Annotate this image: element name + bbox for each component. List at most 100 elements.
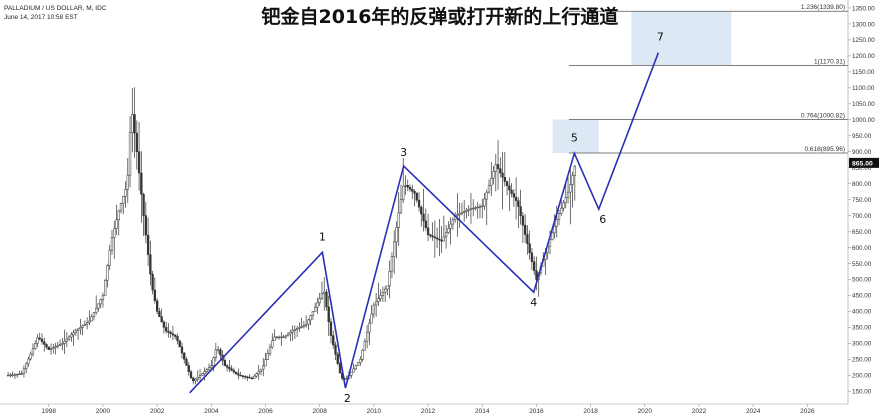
candle-body <box>510 189 513 194</box>
candle-body <box>146 234 150 255</box>
candle-body <box>569 184 572 193</box>
x-tick-label: 1998 <box>42 408 57 415</box>
candle-body <box>38 337 41 340</box>
candle-body <box>52 347 55 349</box>
candle-body <box>198 375 202 378</box>
candle-body <box>262 365 265 370</box>
candle-body <box>271 340 274 348</box>
candle-body <box>490 178 493 186</box>
candle-body <box>223 360 227 366</box>
candle-body <box>31 348 35 355</box>
candle-body <box>517 200 520 207</box>
candle-body <box>160 316 163 323</box>
candle-body <box>458 213 461 215</box>
candle-body <box>311 311 315 316</box>
candle-body <box>219 349 222 356</box>
candle-body <box>553 225 556 234</box>
y-tick-label: 350.00 <box>852 325 872 332</box>
candle-body <box>533 261 536 271</box>
candle-body <box>171 333 175 336</box>
candle-body <box>137 151 141 174</box>
candle-body <box>386 285 389 290</box>
candle-body <box>203 371 206 374</box>
x-tick-label: 2012 <box>421 408 436 415</box>
candle-body <box>426 227 430 235</box>
candle-body <box>74 330 78 333</box>
candle-body <box>115 219 118 229</box>
candle-body <box>194 378 197 382</box>
candle-body <box>81 325 84 328</box>
candle-body <box>413 190 416 194</box>
y-tick-label: 450.00 <box>852 293 872 300</box>
candle-body <box>314 306 317 312</box>
candle-body <box>47 346 50 350</box>
candle-body <box>99 299 102 305</box>
x-tick-label: 2022 <box>692 408 707 415</box>
candle-body <box>304 323 308 326</box>
candle-body <box>95 307 98 313</box>
x-tick-label: 2024 <box>746 408 761 415</box>
candle-body <box>354 365 357 370</box>
candle-body <box>228 367 231 370</box>
candle-body <box>377 298 380 303</box>
candle-body <box>43 341 46 345</box>
candle-body <box>435 237 439 240</box>
candle-body <box>196 377 199 380</box>
symbol-label: PALLADIUM / US DOLLAR, M, IDC <box>4 5 107 12</box>
candle-body <box>255 373 258 377</box>
wave-label-3: 3 <box>400 146 407 159</box>
y-tick-label: 400.00 <box>852 309 872 316</box>
candle-body <box>571 175 574 185</box>
candle-body <box>119 203 123 212</box>
candle-body <box>106 265 109 281</box>
candle-body <box>483 198 486 207</box>
candle-body <box>277 336 281 338</box>
candle-body <box>557 213 561 220</box>
candle-body <box>22 368 26 374</box>
candle-body <box>178 340 181 348</box>
candle-body <box>329 321 333 336</box>
candle-body <box>469 208 473 210</box>
candle-body <box>334 344 337 355</box>
candle-body <box>438 238 441 241</box>
candle-body <box>456 214 459 216</box>
candle-body <box>183 352 186 360</box>
candle-body <box>144 215 147 236</box>
candle-body <box>101 295 105 300</box>
candle-body <box>374 301 378 306</box>
x-tick-label: 2006 <box>258 408 273 415</box>
x-tick-label: 2016 <box>529 408 544 415</box>
candle-body <box>384 288 387 293</box>
candle-body <box>361 349 364 360</box>
candle-body <box>566 191 570 198</box>
candle-body <box>90 316 93 322</box>
candle-body <box>230 368 233 371</box>
target-zone-1 <box>552 119 599 153</box>
candle-body <box>214 349 217 358</box>
y-tick-label: 700.00 <box>852 213 872 220</box>
candle-body <box>63 340 66 344</box>
y-tick-label: 900.00 <box>852 149 872 156</box>
candle-body <box>210 365 213 368</box>
y-tick-label: 850.00 <box>852 165 872 172</box>
candle-body <box>397 212 400 228</box>
candle-body <box>167 330 170 333</box>
candle-body <box>316 302 319 308</box>
candle-body <box>237 373 240 376</box>
candle-body <box>273 336 276 341</box>
candle-body <box>133 114 136 134</box>
candle-body <box>241 375 245 377</box>
candle-body <box>408 186 412 190</box>
candle-body <box>474 207 477 209</box>
candle-body <box>291 330 294 333</box>
candle-body <box>216 349 220 351</box>
candle-body <box>275 336 278 338</box>
candle-body <box>365 331 369 342</box>
candle-body <box>295 328 299 330</box>
candle-body <box>264 359 267 367</box>
candle-body <box>246 376 249 378</box>
candle-body <box>11 374 14 376</box>
candle-body <box>320 293 324 299</box>
candle-body <box>85 322 89 325</box>
x-tick-label: 2026 <box>800 408 815 415</box>
